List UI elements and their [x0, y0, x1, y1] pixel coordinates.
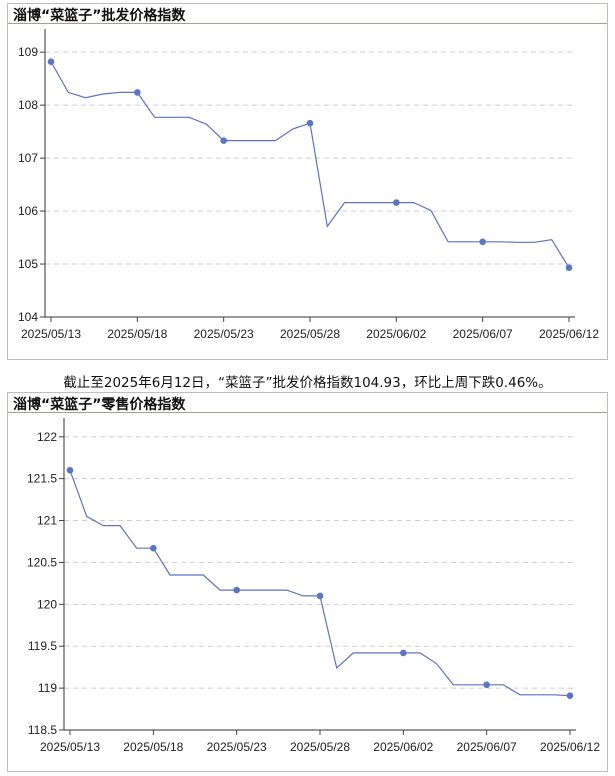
data-point: [233, 586, 240, 594]
data-point: [400, 649, 407, 657]
y-tick-label: 119.5: [28, 639, 57, 653]
x-tick-label: 2025/06/02: [366, 327, 426, 341]
series-line: [69, 470, 571, 697]
data-point: [483, 681, 490, 689]
x-tick-label: 2025/06/12: [539, 327, 599, 341]
retail-price-index-chart: 118.5 119 119.5 120 120.5 121 121.5 122 2025/05/…: [27, 418, 600, 754]
retail-chart-panel: 淄博“菜篮子”零售价格指数 118.5 119 119.5 120 120.5 121 12…: [7, 392, 608, 772]
data-point: [306, 119, 314, 127]
y-tick-label: 120.5: [27, 555, 57, 569]
data-point: [66, 466, 74, 474]
y-tick-label: 109: [18, 45, 38, 59]
y-tick-label: 121: [37, 514, 57, 528]
x-tick-label: 2025/05/23: [207, 740, 267, 754]
y-tick-label: 108: [18, 98, 38, 112]
x-tick-label: 2025/06/07: [453, 327, 513, 341]
data-point: [134, 89, 141, 96]
data-point: [150, 544, 157, 552]
data-point: [479, 238, 486, 246]
wholesale-chart-panel: 淄博“菜篮子”批发价格指数 104 105 106 107 108 109 2025/05/…: [7, 3, 608, 360]
y-tick-label: 106: [18, 204, 38, 218]
data-point: [47, 58, 55, 66]
x-tick-label: 2025/05/18: [107, 327, 167, 341]
x-tick-label: 2025/06/02: [373, 740, 433, 754]
summary-caption: 截止至2025年6月12日，“菜篮子”批发价格指数104.93，环比上周下跌0.…: [63, 375, 552, 391]
y-tick-label: 122: [37, 430, 57, 444]
x-tick-label: 2025/05/18: [123, 740, 183, 754]
retail-chart-title: 淄博“菜篮子”零售价格指数: [13, 397, 186, 413]
data-point: [220, 137, 227, 144]
wholesale-chart-title-bar: 淄博“菜篮子”批发价格指数: [8, 4, 607, 24]
series-line: [50, 61, 570, 269]
data-point: [566, 692, 574, 699]
y-tick-label: 107: [18, 151, 38, 165]
y-tick-label: 118.5: [28, 723, 57, 737]
retail-chart-title-bar: 淄博“菜篮子”零售价格指数: [8, 393, 607, 413]
x-tick-label: 2025/06/12: [540, 740, 600, 754]
x-tick-label: 2025/05/13: [21, 327, 81, 341]
x-tick-label: 2025/05/23: [194, 327, 254, 341]
x-tick-label: 2025/05/28: [290, 740, 350, 754]
data-point: [316, 592, 324, 600]
x-tick-label: 2025/05/28: [280, 327, 340, 341]
x-tick-label: 2025/05/13: [40, 740, 100, 754]
y-tick-label: 104: [18, 310, 38, 324]
y-tick-label: 119: [38, 681, 57, 695]
wholesale-price-index-chart: 104 105 106 107 108 109 2025/05/13 2025/05/18 20…: [18, 29, 599, 341]
data-point: [565, 264, 573, 272]
x-tick-label: 2025/06/07: [457, 740, 517, 754]
y-tick-label: 105: [18, 257, 38, 271]
data-point: [393, 199, 400, 206]
wholesale-chart-title: 淄博“菜篮子”批发价格指数: [13, 8, 186, 24]
y-tick-label: 120: [37, 597, 57, 611]
y-tick-label: 121.5: [27, 472, 57, 486]
